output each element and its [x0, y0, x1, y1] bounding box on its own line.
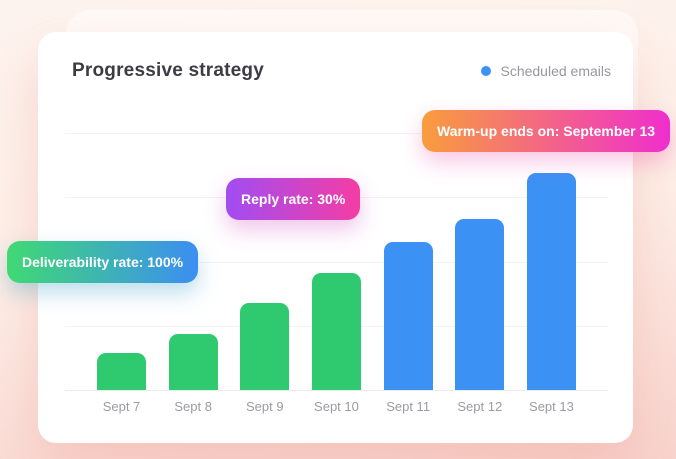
bar-column: Sept 9: [240, 303, 290, 414]
bar-column: Sept 11: [383, 242, 433, 414]
legend-dot-icon: [481, 66, 492, 76]
x-axis-label: Sept 12: [457, 399, 503, 414]
reply-rate-badge: Reply rate: 30%: [226, 178, 361, 220]
x-axis-label: Sept 8: [174, 399, 212, 414]
legend-label: Scheduled emails: [500, 63, 611, 79]
x-axis-baseline: [65, 390, 608, 391]
bar-sept-8: [168, 333, 218, 390]
gridline: [65, 133, 608, 134]
bar-sept-7: [97, 353, 146, 390]
bar-column: Sept 13: [526, 173, 576, 414]
bar-sept-13: [526, 173, 576, 390]
x-axis-label: Sept 11: [386, 399, 431, 414]
bar-sept-11: [383, 242, 433, 390]
x-axis-label: Sept 10: [314, 399, 359, 414]
bar-column: Sept 8: [168, 333, 218, 414]
x-axis-label: Sept 9: [246, 399, 284, 414]
warmup-end-badge: Warm-up ends on: September 13: [422, 110, 671, 152]
x-axis-label: Sept 7: [102, 399, 141, 414]
bar-series: Sept 7 Sept 8 Sept 9 Sept 10 Sept 11 Sept 12 S…: [97, 150, 576, 414]
plot-area: Sept 7 Sept 8 Sept 9 Sept 10 Sept 11 Sept 12 S…: [38, 32, 633, 443]
x-axis-label: Sept 13: [529, 399, 574, 414]
chart-card: Sept 7 Sept 8 Sept 9 Sept 10 Sept 11 Sept 12 S…: [38, 32, 633, 443]
legend: Scheduled emails: [481, 63, 619, 79]
bar-sept-12: [455, 218, 505, 390]
gridline: [65, 262, 608, 263]
bar-sept-10: [311, 272, 361, 390]
bar-column: Sept 12: [455, 218, 505, 414]
chart-title: Progressive strategy: [72, 60, 264, 81]
deliverability-rate-badge: Deliverability rate: 100%: [7, 241, 199, 283]
bar-sept-9: [240, 303, 290, 390]
card-header: Progressive strategy Scheduled emails: [38, 32, 633, 82]
bar-column: Sept 10: [311, 272, 361, 414]
bar-column: Sept 7: [97, 353, 146, 414]
